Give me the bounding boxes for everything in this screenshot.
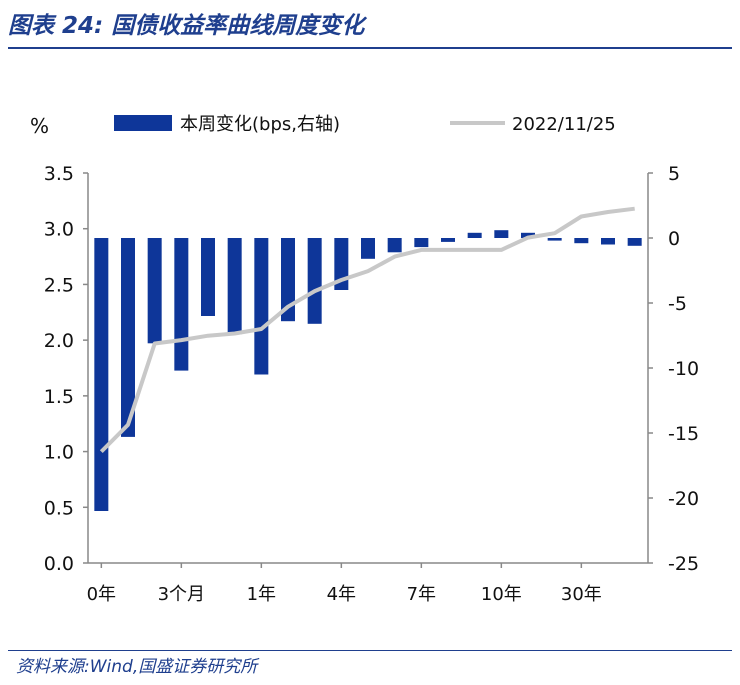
x-tick-label: 0年 — [87, 584, 116, 605]
weekly-change-bar — [201, 238, 215, 316]
x-tick-label: 10年 — [481, 584, 522, 605]
x-tick-label: 1年 — [247, 584, 276, 605]
weekly-change-bar — [387, 238, 402, 253]
weekly-change-bar — [254, 238, 269, 375]
left-tick-label: 3.0 — [44, 219, 74, 241]
legend-bar-label: 本周变化(bps,右轴) — [180, 114, 340, 135]
weekly-change-bar — [361, 238, 375, 259]
x-tick-label: 30年 — [561, 584, 602, 605]
weekly-change-bar — [121, 238, 135, 437]
left-tick-label: 3.5 — [44, 163, 74, 185]
bar-series — [94, 230, 642, 511]
left-tick-label: 1.5 — [44, 386, 74, 408]
left-tick-label: 0.5 — [44, 497, 74, 519]
weekly-change-bar — [494, 230, 509, 238]
x-tick-label: 4年 — [327, 584, 356, 605]
weekly-change-bar — [307, 238, 322, 324]
legend: 本周变化(bps,右轴) 2022/11/25 — [114, 114, 616, 135]
source-note: 资料来源:Wind,国盛证券研究所 — [16, 657, 258, 677]
weekly-change-bar — [467, 232, 482, 238]
weekly-change-bar — [441, 238, 455, 242]
legend-line-label: 2022/11/25 — [512, 114, 616, 135]
right-tick-label: -10 — [668, 358, 699, 380]
weekly-change-bar — [627, 238, 642, 246]
right-tick-label: -25 — [668, 553, 699, 575]
figure-title: 图表 24: 国债收益率曲线周度变化 — [8, 13, 365, 39]
left-tick-label: 2.0 — [44, 330, 74, 352]
right-tick-label: -15 — [668, 423, 699, 445]
right-tick-label: -5 — [668, 293, 687, 315]
left-tick-label: 1.0 — [44, 442, 74, 464]
weekly-change-bar — [281, 238, 295, 322]
weekly-change-bar — [174, 238, 189, 371]
x-tick-label: 7年 — [407, 584, 436, 605]
left-tick-label: 2.5 — [44, 274, 74, 296]
right-tick-label: 0 — [668, 228, 680, 250]
weekly-change-bar — [574, 238, 589, 244]
weekly-change-bar — [601, 238, 615, 245]
weekly-change-bar — [227, 238, 242, 335]
weekly-change-bar — [414, 238, 429, 248]
weekly-change-bar — [521, 232, 535, 238]
left-tick-label: 0.0 — [44, 553, 74, 575]
title-divider — [8, 47, 732, 49]
right-tick-label: 5 — [668, 163, 680, 185]
weekly-change-bar — [547, 238, 562, 241]
left-axis-unit: % — [30, 114, 49, 138]
source-divider — [8, 650, 732, 651]
weekly-change-bar — [147, 238, 162, 344]
line-series — [99, 206, 635, 454]
right-tick-label: -20 — [668, 488, 699, 510]
axes: 3.5 3.0 2.5 2.0 1.5 1.0 0.5 0.0 5 0 -5 -10 -15 -20 -25… — [44, 163, 699, 605]
weekly-change-bar — [94, 238, 109, 511]
x-tick-label: 3个月 — [158, 584, 205, 605]
yield-curve-line — [99, 206, 635, 454]
legend-bar-swatch — [114, 115, 172, 131]
